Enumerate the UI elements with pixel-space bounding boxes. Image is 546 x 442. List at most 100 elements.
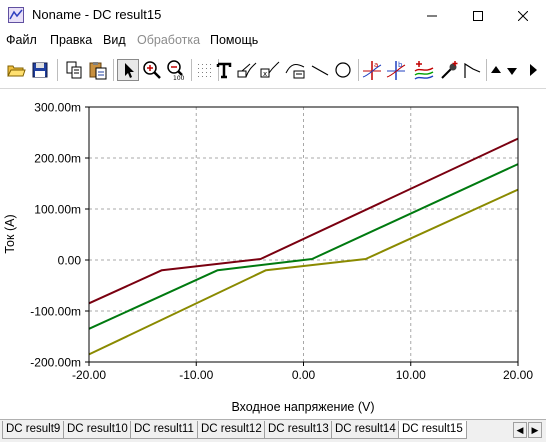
tab-dc-result9[interactable]: DC result9 (2, 421, 65, 439)
series-line-2[interactable] (88, 163, 519, 330)
menu-help[interactable]: Помощь (210, 33, 259, 47)
svg-text:100: 100 (173, 75, 185, 81)
chevron-left-icon: ◀ (516, 425, 524, 435)
toolbar-separator (191, 59, 192, 81)
window-title: Noname - DC result15 (32, 7, 162, 22)
chevron-right-icon: ▶ (531, 425, 539, 435)
scroll-right-button[interactable] (526, 59, 540, 81)
save-icon (32, 62, 48, 78)
zoom-out-button[interactable]: 100 (165, 59, 187, 81)
tab-dc-result12[interactable]: DC result12 (197, 421, 266, 439)
toolbar-separator (218, 59, 219, 81)
scroll-down-button[interactable] (505, 59, 519, 81)
scroll-up-button[interactable] (489, 59, 503, 81)
paste-button[interactable] (87, 59, 109, 81)
svg-text:b: b (398, 61, 403, 69)
curve-label-icon (237, 62, 257, 78)
series-line-3[interactable] (88, 188, 519, 356)
add-curve-icon (414, 61, 434, 80)
toolbar: 100 x a b (0, 51, 546, 89)
title-bar: Noname - DC result15 (0, 0, 546, 31)
cursor-a-icon: a (362, 61, 382, 80)
circle-icon (335, 62, 351, 78)
curve-label-2-icon: x (260, 61, 280, 78)
pointer-button[interactable] (117, 59, 139, 81)
app-icon (8, 7, 24, 23)
minimize-icon (427, 15, 437, 16)
menu-view[interactable]: Вид (103, 33, 126, 47)
legend-button[interactable] (284, 59, 306, 81)
line-button[interactable] (309, 59, 331, 81)
menu-process[interactable]: Обработка (137, 33, 201, 47)
cursor-b-button[interactable]: b (385, 59, 407, 81)
close-icon (518, 10, 528, 21)
x-tick-label: 0.00 (292, 368, 316, 382)
zoom-in-icon (143, 61, 161, 79)
scroll-down-icon (507, 68, 517, 75)
y-tick-label: 100.00m (34, 203, 81, 217)
curve-style-icon (464, 62, 481, 78)
y-tick-label: -100.00m (30, 305, 81, 319)
close-button[interactable] (500, 0, 546, 31)
x-tick-label: -20.00 (72, 368, 106, 382)
tab-scroll-right-button[interactable]: ▶ (528, 422, 542, 438)
x-tick-label: 10.00 (396, 368, 426, 382)
tab-dc-result11[interactable]: DC result11 (130, 421, 198, 439)
add-curve-button[interactable] (413, 59, 435, 81)
x-tick-label: 20.00 (503, 368, 533, 382)
paste-icon (89, 62, 107, 80)
menu-file[interactable]: Файл (6, 33, 37, 47)
curve-label-button[interactable] (236, 59, 258, 81)
curve-style-button[interactable] (461, 59, 483, 81)
y-tick-label: -200.00m (30, 356, 81, 370)
circle-button[interactable] (332, 59, 354, 81)
copy-icon (66, 61, 82, 79)
cursor-b-icon: b (386, 61, 406, 80)
tab-scroll-left-button[interactable]: ◀ (513, 422, 527, 438)
open-button[interactable] (5, 59, 27, 81)
toolbar-separator (57, 59, 58, 81)
copy-button[interactable] (63, 59, 85, 81)
tab-dc-result10[interactable]: DC result10 (63, 421, 132, 439)
scroll-up-icon (491, 66, 501, 73)
cursor-a-button[interactable]: a (361, 59, 383, 81)
curve-label-2-button[interactable]: x (259, 59, 281, 81)
svg-text:x: x (263, 70, 267, 78)
dc-result-chart[interactable]: -20.00 -10.00 0.00 10.00 20.00 300.00m 200.00m… (0, 89, 546, 418)
probe-button[interactable] (438, 59, 460, 81)
svg-text:a: a (374, 61, 378, 69)
maximize-icon (473, 10, 483, 21)
zoom-in-button[interactable] (141, 59, 163, 81)
series-line-1[interactable] (88, 137, 519, 305)
scroll-right-icon (530, 64, 537, 76)
tab-dc-result13[interactable]: DC result13 (264, 421, 333, 439)
open-icon (7, 65, 26, 77)
menu-edit[interactable]: Правка (50, 33, 93, 47)
pointer-icon (125, 63, 134, 78)
menu-bar: Файл Правка Вид Обработка Помощь (0, 31, 546, 51)
probe-icon (441, 61, 458, 79)
line-icon (311, 65, 329, 76)
maximize-button[interactable] (455, 0, 501, 31)
result-tabs: DC result9 DC result10 DC result11 DC re… (0, 419, 546, 442)
toolbar-separator (358, 59, 359, 81)
text-button[interactable] (213, 59, 235, 81)
x-axis-label: Входное напряжение (V) (231, 400, 374, 414)
toolbar-separator (486, 59, 487, 81)
x-tick-label: -10.00 (179, 368, 213, 382)
toolbar-separator (113, 59, 114, 81)
grid-icon (198, 64, 211, 77)
zoom-out-icon: 100 (167, 60, 185, 81)
tab-dc-result14[interactable]: DC result14 (331, 421, 400, 439)
y-tick-label: 0.00 (58, 254, 82, 268)
text-icon (216, 62, 232, 79)
y-tick-label: 300.00m (34, 101, 81, 115)
y-tick-label: 200.00m (34, 152, 81, 166)
legend-icon (285, 64, 305, 79)
y-axis-label: Ток (A) (3, 214, 17, 253)
plot-area[interactable]: -20.00 -10.00 0.00 10.00 20.00 300.00m 200.00m… (0, 89, 546, 418)
grid-button[interactable] (194, 59, 216, 81)
tab-dc-result15[interactable]: DC result15 (398, 421, 467, 439)
minimize-button[interactable] (409, 0, 455, 31)
save-button[interactable] (29, 59, 51, 81)
